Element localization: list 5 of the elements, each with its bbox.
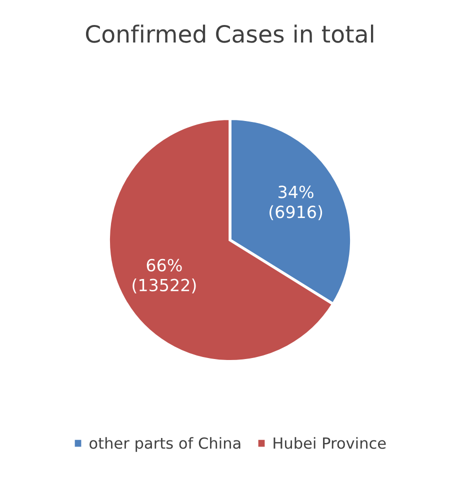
- data-label: 66% (13522): [132, 258, 196, 294]
- legend-label: Hubei Province: [274, 437, 386, 449]
- chart-title: Confirmed Cases in total: [86, 24, 374, 43]
- legend-label: other parts of China: [90, 437, 240, 452]
- data-label: 34% (6916): [270, 186, 322, 220]
